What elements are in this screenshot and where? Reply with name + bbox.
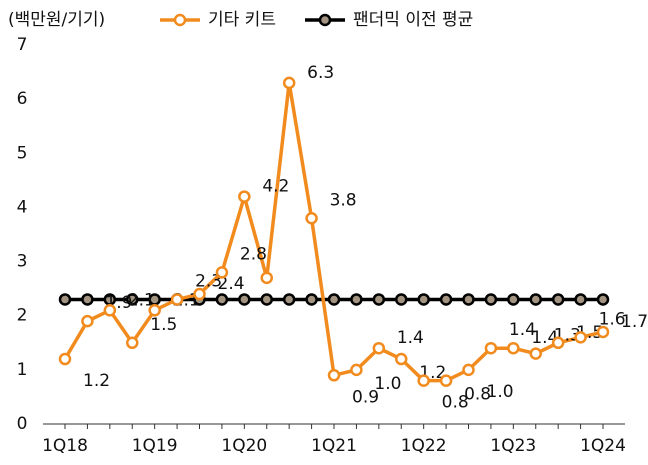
data-point [260,271,273,285]
data-point [462,363,475,377]
y-tick-label: 7 [17,35,28,55]
data-label: 2.3 [195,271,222,291]
data-label: 1.4 [397,328,424,348]
x-tick-label: 1Q19 [132,436,178,456]
data-point [81,293,94,306]
data-point [507,293,520,306]
data-point [529,347,542,360]
y-axis-label: (백만원/기기) [8,10,105,30]
data-point [238,293,251,306]
x-tick-label: 1Q23 [490,436,536,456]
x-tick-label: 1Q22 [401,436,447,456]
y-tick-label: 4 [17,197,28,217]
y-tick-label: 6 [17,89,28,109]
data-label: 1.6 [599,309,626,329]
data-point [282,293,296,306]
data-point [81,314,94,328]
data-point [327,369,341,382]
data-label: 1.5 [150,315,177,335]
data-point [103,304,117,317]
data-point [551,336,565,350]
data-label: 1.0 [374,374,401,394]
data-point [574,331,587,344]
data-label: 1.4 [531,328,558,348]
data-label: 1.4 [509,320,536,340]
data-label: 0.9 [352,387,379,407]
data-point [417,293,430,306]
data-point [126,293,139,306]
data-point [551,293,565,306]
data-point [215,293,229,306]
data-point [484,341,498,355]
y-tick-label: 0 [17,414,28,434]
x-tick-label: 1Q18 [42,436,88,456]
data-point [439,293,453,306]
data-point [350,363,363,377]
data-point [58,293,72,306]
legend-marker [318,13,332,27]
y-tick-label: 3 [17,252,28,272]
data-point [574,293,587,306]
legend-label: 기타 키트 [208,10,276,30]
data-label: 4.2 [262,177,289,197]
data-point [395,293,408,306]
data-point [215,266,229,279]
data-point [372,293,386,306]
data-point [372,341,386,355]
data-point [193,287,206,301]
data-point [282,76,296,90]
data-label: 2.4 [218,274,245,294]
data-point [507,341,520,355]
x-tick-label: 1Q21 [311,436,357,456]
data-point [462,293,475,306]
data-point [439,374,453,387]
y-tick-label: 2 [17,306,28,326]
y-tick-label: 5 [17,143,28,163]
data-label: 1.0 [487,382,514,402]
data-point [395,352,408,366]
x-tick-label: 1Q20 [221,436,267,456]
data-label: 6.3 [307,63,334,83]
data-label: 2.1 [128,290,155,310]
data-point [596,293,610,306]
data-label: 2.8 [240,244,267,264]
data-label: 1.7 [621,312,648,332]
legend-marker [173,13,187,27]
data-point [417,374,430,387]
y-tick-label: 1 [17,360,28,380]
data-point [305,293,318,306]
data-point [596,325,610,339]
data-point [529,293,542,306]
data-point [305,212,318,225]
data-label: 0.8 [442,393,469,413]
data-label: 0.8 [464,385,491,405]
data-point [327,293,341,306]
data-point [260,293,273,306]
data-point [126,336,139,350]
x-tick-label: 1Q24 [580,436,626,456]
data-point [238,190,251,203]
legend-label: 팬더믹 이전 평균 [353,10,473,30]
data-point [148,304,161,317]
data-point [484,293,498,306]
data-point [58,352,72,366]
data-point [170,293,184,306]
data-label: 3.8 [330,190,357,210]
data-point [350,293,363,306]
data-label: 1.2 [83,371,110,391]
